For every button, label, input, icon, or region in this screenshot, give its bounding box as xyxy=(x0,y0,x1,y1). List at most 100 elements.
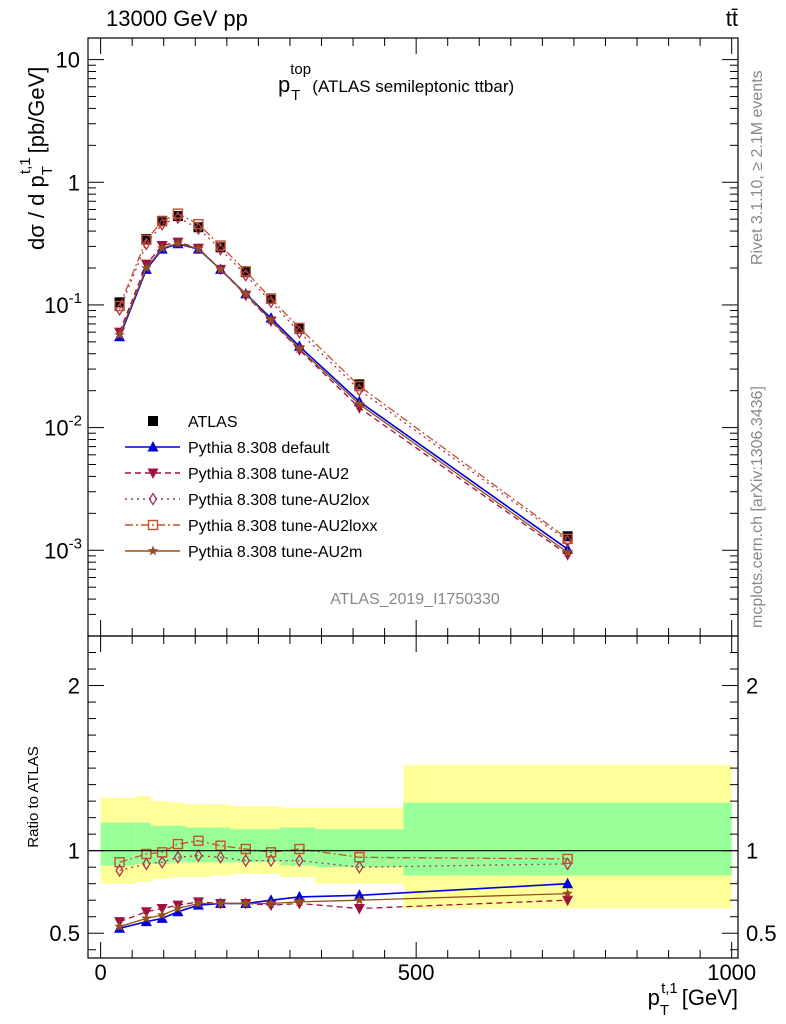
main-y-tick-label: 10-1 xyxy=(44,290,82,318)
main-ylabel-main: dσ / d p xyxy=(24,175,49,250)
ratio-line-au2lox xyxy=(119,854,568,872)
point-au2loxx xyxy=(114,300,125,312)
legend-entry-default: Pythia 8.308 default xyxy=(125,440,330,457)
x-tick-label: 1000 xyxy=(707,960,756,985)
ratio-y-tick-label-right: 1 xyxy=(746,839,758,864)
ratio-point-au2lox xyxy=(241,853,251,868)
main-panel: 10-3 10-2 10-1 1 10 ptop T (ATLAS semileptonic… xyxy=(17,37,739,637)
ratio-y-axis-label: Ratio to ATLAS xyxy=(25,746,42,847)
analysis-id: ATLAS_2019_I1750330 xyxy=(330,591,500,608)
ratio-band-inner xyxy=(100,822,136,866)
point-au2lox xyxy=(241,268,251,282)
ratio-point-au2lox xyxy=(355,860,364,874)
point-au2m xyxy=(215,263,226,274)
ratio-point-au2lox xyxy=(295,853,304,868)
ratio-point-au2 xyxy=(140,907,152,918)
legend: ATLAS Pythia 8.308 default Pythia 8.308 tu… xyxy=(125,414,377,561)
ratio-x-axis: 0 500 1000 xyxy=(94,636,756,985)
ratio-frame xyxy=(87,635,739,959)
ratio-point-default xyxy=(562,877,574,889)
mcplots-label: mcplots.cern.ch [arXiv:1306.3436] xyxy=(749,386,766,628)
ratio-line-au2 xyxy=(119,899,568,923)
point-au2lox xyxy=(157,217,167,231)
ratio-point-default xyxy=(156,912,168,923)
ratio-point-au2loxx xyxy=(172,838,184,850)
series-line-au2loxx xyxy=(118,212,568,540)
point-au2m xyxy=(172,237,184,248)
ratio-point-au2m xyxy=(172,902,184,913)
ratio-y-tick-label-right: 2 xyxy=(746,674,758,699)
main-y-tick-label: 10 xyxy=(56,48,80,73)
plot-title: ptop T (ATLAS semileptonic ttbar) xyxy=(278,61,514,104)
point-au2m xyxy=(354,398,365,409)
ratio-point-au2lox xyxy=(173,850,183,864)
point-au2lox xyxy=(266,295,276,309)
x-tick-label: 0 xyxy=(94,960,106,985)
main-ylabel-unit: [pb/GeV] xyxy=(24,67,49,154)
point-au2lox xyxy=(216,242,225,256)
legend-entry-data: ATLAS xyxy=(148,414,238,431)
point-au2loxx xyxy=(215,240,226,251)
ratio-point-au2loxx xyxy=(193,835,204,846)
ratio-series-au2loxx xyxy=(114,835,573,868)
point-au2m xyxy=(114,329,125,340)
ratio-point-au2m xyxy=(354,894,365,905)
ratio-point-au2 xyxy=(156,903,168,915)
ratio-series-group xyxy=(114,835,574,933)
ratio-y-tick-label: 0.5 xyxy=(49,921,80,946)
point-au2m xyxy=(562,546,573,557)
ratio-point-au2loxx xyxy=(562,853,573,865)
main-y-tick-label: 10-3 xyxy=(44,535,82,563)
ratio-point-au2m xyxy=(156,909,168,920)
ratio-point-au2loxx xyxy=(156,847,168,858)
ratio-point-au2m xyxy=(240,898,251,908)
x-tick-label: 500 xyxy=(398,960,435,985)
legend-marker xyxy=(148,492,158,506)
legend-marker xyxy=(147,545,159,556)
ratio-point-au2lox xyxy=(266,853,276,868)
point-au2loxx xyxy=(141,234,152,245)
xlabel-main: p xyxy=(648,985,660,1010)
plot-title-sub: T xyxy=(291,87,300,104)
ratio-band-inner xyxy=(211,827,230,863)
ratio-line-au2loxx xyxy=(119,840,568,863)
ratio-point-au2lox xyxy=(194,848,203,863)
ratio-point-au2lox xyxy=(563,857,572,871)
point-au2m xyxy=(141,262,152,273)
series-au2m xyxy=(114,237,573,557)
ratio-point-au2m xyxy=(215,898,226,908)
ratio-point-au2m xyxy=(265,898,277,908)
legend-label: Pythia 8.308 tune-AU2 xyxy=(188,466,349,483)
point-au2m xyxy=(240,288,251,299)
ratio-point-default xyxy=(140,915,152,927)
point-au2lox xyxy=(115,302,124,317)
main-frame xyxy=(87,37,739,637)
main-y-axis: 10-3 10-2 10-1 1 10 xyxy=(44,48,738,637)
ratio-band-inner xyxy=(280,827,316,866)
ratio-point-au2m xyxy=(114,921,125,932)
ratio-y-tick-label: 2 xyxy=(68,674,80,699)
legend-label: ATLAS xyxy=(188,414,238,431)
header-right-label: tt̄ xyxy=(726,6,738,31)
ratio-panel: 0.5 0.5 1 1 2 2 0 500 1000 Ratio to ATLAS pTt,1… xyxy=(25,635,777,1019)
main-series-group xyxy=(114,208,574,561)
point-data xyxy=(114,297,125,308)
legend-marker xyxy=(147,519,159,531)
xlabel-sup: t,1 xyxy=(661,980,678,997)
point-data xyxy=(157,215,168,226)
legend-marker xyxy=(147,468,159,479)
point-au2m xyxy=(265,314,277,325)
ratio-point-au2lox xyxy=(157,855,167,869)
ratio-point-au2loxx xyxy=(240,843,251,855)
legend-marker xyxy=(148,416,158,426)
ratio-band-inner xyxy=(151,825,171,864)
series-au2loxx xyxy=(114,208,573,545)
legend-entry-au2lox: Pythia 8.308 tune-AU2lox xyxy=(125,492,369,509)
plot-title-main: p xyxy=(278,72,290,97)
point-au2 xyxy=(562,550,574,561)
main-ylabel-sub: T xyxy=(39,166,56,175)
ratio-point-au2loxx xyxy=(114,857,125,868)
point-au2loxx xyxy=(354,380,365,392)
